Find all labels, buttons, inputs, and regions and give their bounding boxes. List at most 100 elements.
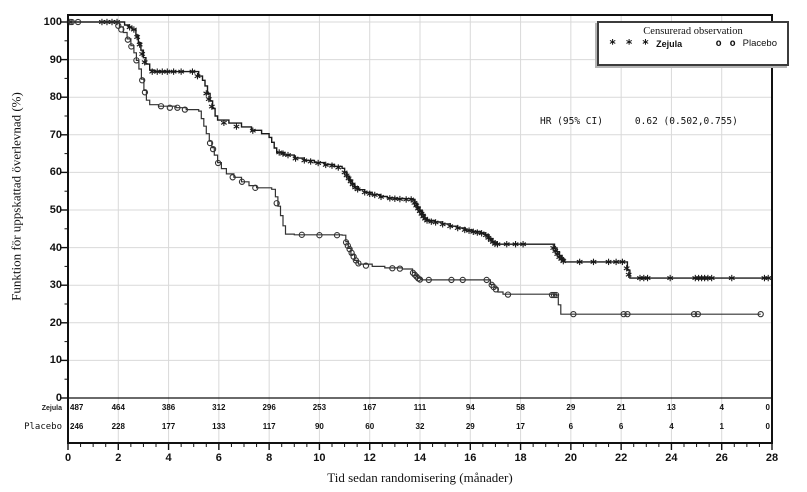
censor-mark-asterisk-zejula xyxy=(292,155,299,162)
censor-mark-circle-placebo xyxy=(74,18,82,26)
censor-mark-asterisk-zejula xyxy=(560,257,567,265)
asterisk-stroke xyxy=(279,151,287,156)
asterisk-stroke xyxy=(130,27,137,32)
legend-item-zejula: * * * Zejula xyxy=(609,38,682,50)
censor-mark-asterisk-zejula xyxy=(494,241,501,248)
asterisk-stroke xyxy=(136,42,143,47)
risk-count-zejula: 58 xyxy=(516,403,526,412)
asterisk-stroke xyxy=(396,197,403,202)
censor-mark-circle-placebo xyxy=(425,276,432,284)
asterisk-stroke xyxy=(465,228,473,233)
censor-mark-asterisk-zejula xyxy=(403,196,410,203)
asterisk-stroke xyxy=(623,266,630,271)
censor-mark-asterisk-zejula xyxy=(432,219,439,226)
censor-mark-circle-placebo xyxy=(362,262,370,269)
censor-mark-asterisk-zejula xyxy=(149,68,156,75)
censor-mark-asterisk-zejula xyxy=(154,68,161,75)
censor-mark-asterisk-zejula xyxy=(454,224,461,232)
legend-title: Censurerad observation xyxy=(643,26,743,37)
asterisk-stroke xyxy=(576,259,583,264)
asterisk-stroke xyxy=(203,91,210,96)
censor-mark-asterisk-zejula xyxy=(408,196,415,203)
asterisk-stroke xyxy=(386,196,393,201)
asterisk-stroke xyxy=(349,182,356,187)
asterisk-stroke xyxy=(420,214,427,219)
censor-mark-asterisk-zejula xyxy=(136,41,143,48)
hazard-ratio-annotation: HR (95% CI) 0.62 (0.502,0.755) xyxy=(540,116,738,127)
risk-count-zejula: 21 xyxy=(616,403,626,412)
censor-mark-asterisk-zejula xyxy=(667,274,674,282)
censor-mark-asterisk-zejula xyxy=(307,158,314,165)
asterisk-stroke xyxy=(126,25,133,30)
y-tick-label: 40 xyxy=(49,241,62,254)
censor-mark-circle-placebo xyxy=(124,36,131,43)
censor-mark-asterisk-zejula xyxy=(765,274,772,282)
asterisk-stroke xyxy=(485,235,492,240)
x-tick-label: 2 xyxy=(115,452,122,464)
asterisk-stroke xyxy=(728,275,735,281)
censor-mark-asterisk-zejula xyxy=(130,26,137,33)
censor-mark-asterisk-zejula xyxy=(233,123,240,130)
censor-mark-circle-placebo xyxy=(548,291,556,299)
censor-mark-asterisk-zejula xyxy=(520,241,527,248)
risk-count-zejula: 296 xyxy=(262,403,276,412)
censor-mark-asterisk-zejula xyxy=(644,274,651,282)
asterisk-stroke xyxy=(307,159,314,164)
asterisk-stroke xyxy=(391,196,398,201)
risk-count-placebo: 17 xyxy=(516,422,526,431)
censor-mark-asterisk-zejula xyxy=(178,68,185,75)
risk-count-placebo: 246 xyxy=(70,422,84,431)
asterisk-stroke xyxy=(154,69,161,74)
legend-label-placebo: Placebo xyxy=(742,38,777,49)
censor-mark-asterisk-zejula xyxy=(203,90,210,97)
censor-mark-circle-placebo xyxy=(133,57,140,64)
at-risk-row-label-placebo: Placebo xyxy=(24,422,62,432)
censor-mark-asterisk-zejula xyxy=(377,193,385,201)
asterisk-stroke xyxy=(170,69,177,74)
y-tick-label: 60 xyxy=(49,166,62,179)
censor-mark-asterisk-zejula xyxy=(482,231,489,239)
censor-mark-asterisk-zejula xyxy=(354,186,361,193)
x-tick-label: 22 xyxy=(615,452,628,464)
asterisk-stroke xyxy=(347,179,354,184)
asterisk-stroke xyxy=(403,197,410,202)
asterisk-stroke xyxy=(432,220,439,225)
censor-mark-circle-placebo xyxy=(206,139,214,147)
asterisk-stroke xyxy=(377,194,385,199)
censor-mark-circle-placebo xyxy=(483,276,490,284)
censor-mark-circle-placebo xyxy=(252,184,259,191)
asterisk-stroke xyxy=(249,128,256,133)
asterisk-stroke xyxy=(354,187,361,192)
censor-mark-circle-placebo xyxy=(448,276,455,284)
asterisk-stroke xyxy=(560,259,567,264)
hazard-ratio-value: 0.62 (0.502,0.755) xyxy=(634,116,738,127)
censor-mark-circle-placebo xyxy=(344,242,351,249)
asterisk-stroke xyxy=(164,69,171,74)
asterisk-stroke xyxy=(335,165,342,170)
risk-count-zejula: 94 xyxy=(465,403,475,412)
y-tick-label: 30 xyxy=(49,279,62,292)
y-tick-label: 70 xyxy=(49,128,62,141)
risk-count-placebo: 4 xyxy=(669,422,674,431)
censor-mark-asterisk-zejula xyxy=(328,162,336,169)
censor-mark-circle-placebo xyxy=(355,260,362,267)
censor-mark-asterisk-zejula xyxy=(605,258,612,266)
censor-mark-circle-placebo xyxy=(238,178,246,185)
risk-count-placebo: 177 xyxy=(161,422,176,431)
asterisk-stroke xyxy=(482,233,489,238)
censor-mark-circle-placebo xyxy=(139,77,146,84)
censor-mark-circle-placebo xyxy=(316,232,323,239)
censor-mark-asterisk-zejula xyxy=(301,157,308,164)
x-tick-label: 10 xyxy=(313,452,326,464)
y-tick-label: 0 xyxy=(55,392,62,404)
asterisk-stroke xyxy=(301,158,308,163)
asterisk-stroke xyxy=(345,176,352,181)
asterisk-stroke xyxy=(552,248,559,254)
at-risk-row-label-zejula: Zejula xyxy=(41,405,62,412)
censor-mark-asterisk-zejula xyxy=(625,271,632,278)
risk-count-placebo: 6 xyxy=(618,422,624,431)
censor-mark-circle-placebo xyxy=(174,104,181,111)
asterisk-stroke xyxy=(503,242,510,247)
censor-mark-circle-placebo xyxy=(570,311,577,318)
asterisk-stroke xyxy=(478,231,485,236)
